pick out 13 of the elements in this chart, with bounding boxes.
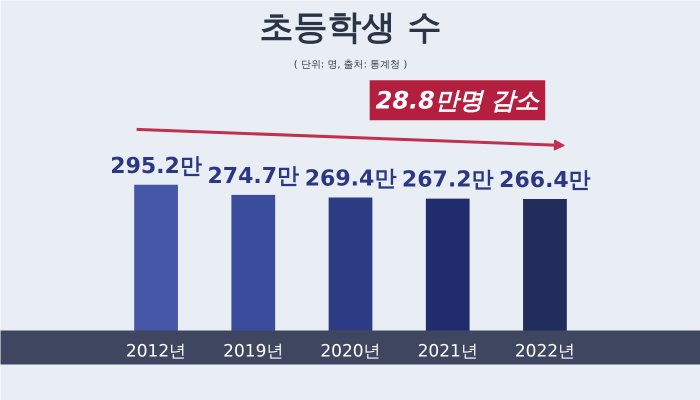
text: 28.8만명 감소	[376, 86, 540, 114]
data-label: 295.2만	[110, 154, 202, 179]
x-tick-label: 2022년	[514, 342, 576, 362]
data-label: 269.4만	[304, 166, 396, 192]
x-tick-label: 2012년	[126, 342, 186, 362]
x-tick-label: 2019년	[223, 342, 284, 362]
chart-title: 초등학생 수	[260, 8, 442, 48]
chart-subtitle: ( 단위: 명, 출처: 통계청 )	[294, 60, 408, 70]
x-tick-label: 2020년	[320, 342, 381, 362]
x-tick-label: 2021년	[418, 342, 478, 362]
data-label: 274.7만	[207, 164, 300, 189]
data-label: 266.4만	[499, 168, 591, 193]
data-label: 267.2만	[402, 168, 494, 193]
